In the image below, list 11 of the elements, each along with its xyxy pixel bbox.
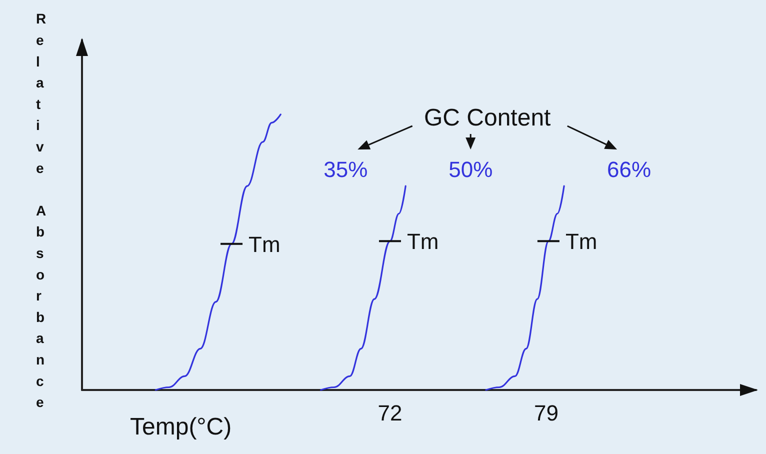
series-label: 50% — [448, 157, 493, 182]
x-axis-title: Temp(°C) — [130, 414, 232, 440]
x-tick-label: 79 — [534, 400, 558, 426]
annotation: Tm — [248, 232, 280, 257]
annotation: Tm — [406, 229, 439, 254]
annotation: GC Content — [424, 104, 552, 132]
text: 35% — [324, 157, 368, 182]
text: Relative Absorbance — [36, 10, 46, 410]
x-tick-label: 72 — [378, 400, 402, 426]
annotation: Tm — [565, 229, 598, 254]
series-label: 66% — [607, 157, 652, 182]
